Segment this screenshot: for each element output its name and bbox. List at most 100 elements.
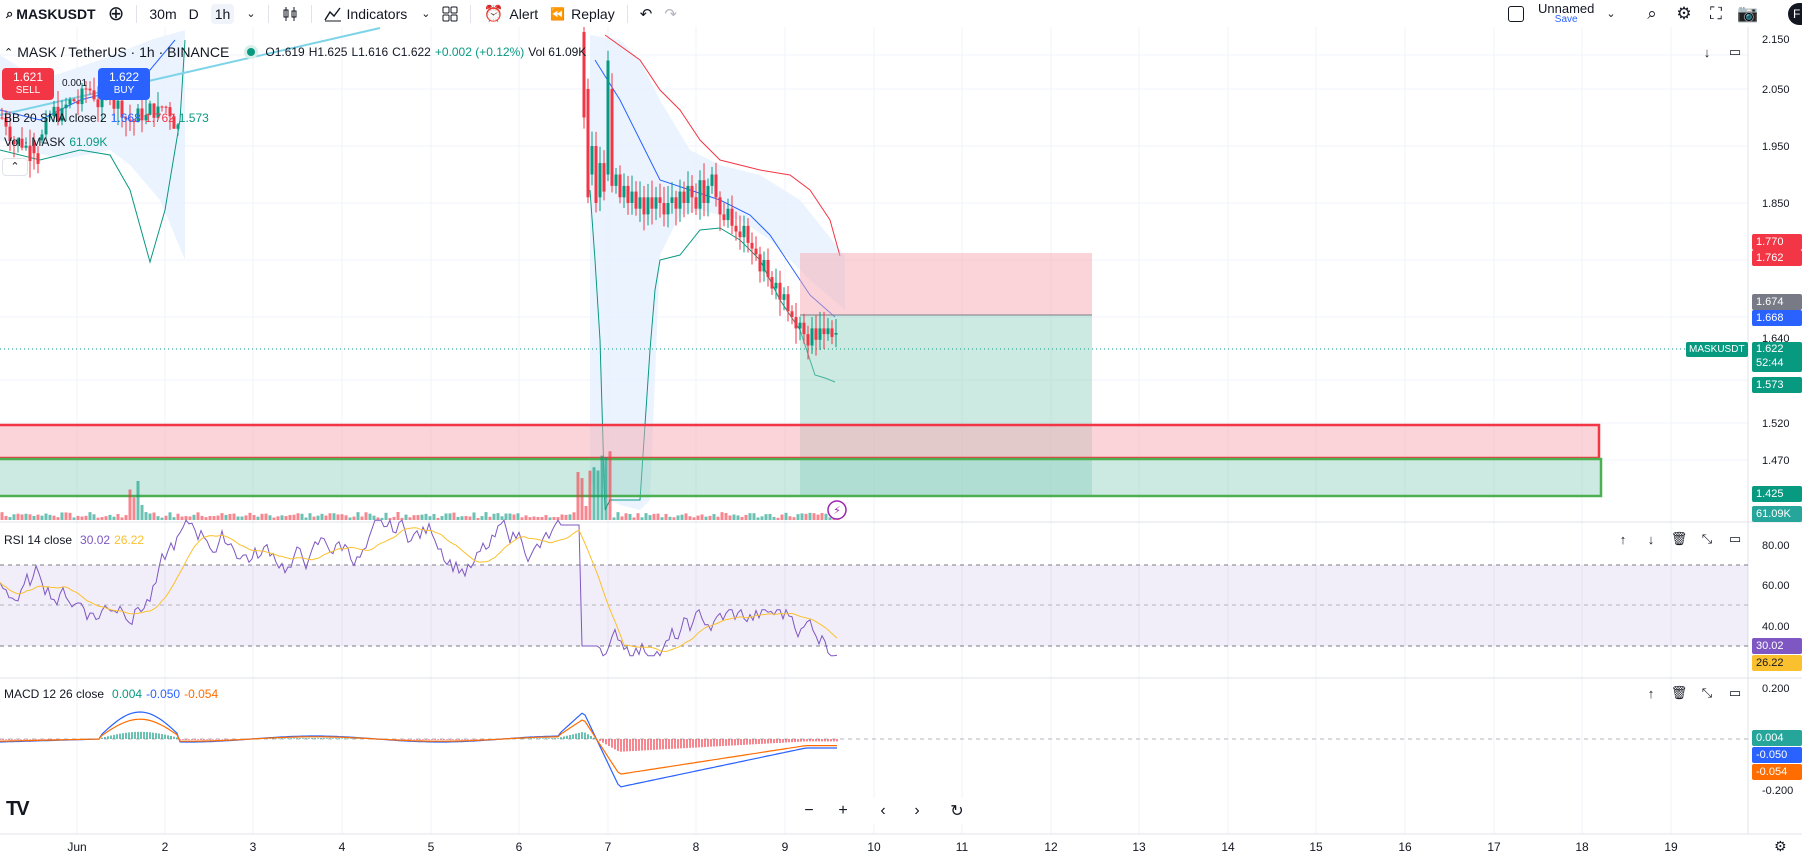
volume-bar	[400, 517, 404, 520]
checkbox-icon[interactable]	[1508, 5, 1524, 22]
time-axis[interactable]: Jun 2 3 4 5 6 7 8 9 10 11 12 13 14 15 16 17 18 19	[67, 840, 1678, 854]
macd-hist-bar	[149, 732, 151, 739]
price-axis[interactable]: 2.150 2.050 1.950 1.850 1.640 1.520 1.47…	[1762, 34, 1790, 467]
rsi-maximize-button[interactable]: ▭	[1724, 529, 1746, 549]
rsi-move-down-button[interactable]: ↓	[1640, 529, 1662, 549]
buy-button[interactable]: 1.622 BUY	[98, 68, 150, 100]
avatar[interactable]: F	[1788, 3, 1802, 25]
volume-legend[interactable]: Vol · MASK 61.09K	[4, 135, 107, 149]
scroll-left-button[interactable]: ‹	[870, 798, 896, 824]
volume-bar	[668, 516, 672, 520]
last-price-tag: 1.622 52:44	[1752, 342, 1802, 372]
rsi-collapse-button[interactable]: ⤡	[1696, 529, 1718, 549]
volume-bar	[724, 513, 728, 520]
resistance-box[interactable]	[0, 423, 1601, 460]
macd-hist-bar	[212, 739, 214, 740]
replay-button[interactable]: ⏪ Replay	[544, 0, 621, 27]
price-tick: 2.050	[1762, 84, 1790, 96]
settings-icon[interactable]: ⚙	[1676, 4, 1692, 23]
symbol-search-button[interactable]: ⌕ MASKUSDT	[0, 0, 102, 27]
timezone-settings-button[interactable]: ⚙	[1774, 838, 1787, 855]
legend-title[interactable]: MASK / TetherUS · 1h · BINANCE	[17, 44, 230, 60]
rsi-legend[interactable]: RSI 14 close 30.02 26.22	[4, 533, 144, 547]
macd-line	[0, 711, 837, 788]
rsi-move-up-button[interactable]: ↑	[1612, 529, 1634, 549]
legend-toggle-button[interactable]: ⌃	[2, 158, 28, 176]
candle-body	[782, 294, 786, 300]
macd-delete-button[interactable]: 🗑	[1668, 683, 1690, 703]
templates-button[interactable]	[436, 0, 464, 27]
indicators-button[interactable]: Indicators ⌄	[318, 0, 437, 27]
macd-hist-bar	[821, 739, 823, 742]
macd-hist-bar	[794, 739, 796, 742]
entry-price-tag: 1.674	[1752, 294, 1802, 310]
timeframe-dropdown[interactable]: ⌄	[240, 0, 261, 27]
market-status-icon	[247, 48, 256, 56]
macd-hist-bar	[827, 739, 829, 742]
chart-canvas[interactable]: ⚡ 2.150 2.050 1.950 1.850 1.640 1.520 1.…	[0, 27, 1802, 861]
macd-hist-bar	[566, 735, 568, 739]
candle-body	[810, 328, 814, 346]
volume-bar	[616, 512, 620, 520]
volume-bar	[756, 517, 760, 520]
macd-hist-bar	[593, 737, 595, 739]
macd-hist-bar	[683, 739, 685, 749]
compare-button[interactable]: ⊕	[102, 0, 131, 27]
scroll-down-button[interactable]: ↓	[1696, 42, 1718, 62]
volume-bar	[548, 517, 552, 520]
macd-collapse-button[interactable]: ⤡	[1696, 683, 1718, 703]
macd-maximize-button[interactable]: ▭	[1724, 683, 1746, 703]
macd-legend[interactable]: MACD 12 26 close 0.004 -0.050 -0.054	[4, 687, 218, 701]
macd-hist-bar	[773, 739, 775, 744]
indicators-icon	[323, 7, 341, 21]
volume-bar	[356, 512, 360, 520]
rsi-value: 30.02	[80, 533, 111, 547]
fullscreen-icon[interactable]: ⛶	[1710, 4, 1722, 23]
bb-legend[interactable]: BB 20 SMA close 2 1.668 1.762 1.573	[4, 111, 209, 125]
volume-bar	[776, 517, 780, 520]
macd-hist-bar	[425, 739, 427, 740]
macd-hist-bar	[800, 739, 802, 742]
quick-search-icon[interactable]: ⌕	[1647, 4, 1657, 23]
macd-axis[interactable]: 0.200 -0.200	[1762, 683, 1793, 797]
rsi-axis[interactable]: 80.00 60.00 40.00	[1762, 540, 1790, 633]
right-toolbar-icons: ⌕ ⚙ ⛶ 📷	[1636, 2, 1764, 26]
volume-bar	[224, 514, 228, 520]
layout-menu[interactable]: Unnamed Save ⌄	[1508, 0, 1616, 27]
tradingview-logo[interactable]: TV	[6, 798, 30, 821]
candle-body	[790, 311, 794, 317]
volume-bar	[104, 516, 108, 520]
volume-bar	[696, 515, 700, 520]
reset-chart-button[interactable]: ↻	[944, 798, 970, 824]
volume-bar	[192, 514, 196, 520]
candle-body	[176, 124, 180, 129]
macd-hist-bar	[791, 739, 793, 743]
zoom-out-button[interactable]: −	[796, 798, 822, 824]
volume-bar	[636, 513, 640, 520]
chart-type-button[interactable]	[275, 0, 305, 27]
timeframe-d[interactable]: D	[183, 0, 205, 27]
undo-button[interactable]: ↶	[634, 0, 659, 27]
timeframe-label: 30m	[149, 5, 177, 22]
event-marker[interactable]	[827, 500, 847, 520]
volume-bar	[176, 513, 180, 520]
redo-button[interactable]: ↷	[658, 0, 683, 27]
macd-hist-bar	[659, 739, 661, 750]
maximize-pane-button[interactable]: ▭	[1724, 42, 1746, 62]
macd-move-up-button[interactable]: ↑	[1640, 683, 1662, 703]
support-box[interactable]	[0, 457, 1603, 498]
sell-button[interactable]: 1.621 SELL	[2, 68, 54, 100]
timeframe-30m[interactable]: 30m	[143, 0, 182, 27]
volume-bar	[48, 514, 52, 520]
macd-hist-bar	[647, 739, 649, 751]
volume-bar	[60, 512, 64, 520]
candle-body	[650, 197, 654, 209]
alert-button[interactable]: ⏰ Alert	[477, 0, 544, 27]
macd-hist-bar	[836, 739, 838, 742]
camera-icon[interactable]: 📷	[1737, 4, 1759, 23]
timeframe-1h[interactable]: 1h	[205, 0, 241, 27]
collapse-icon[interactable]: ⌃	[4, 46, 14, 59]
scroll-right-button[interactable]: ›	[904, 798, 930, 824]
zoom-in-button[interactable]: +	[830, 798, 856, 824]
rsi-delete-button[interactable]: 🗑	[1668, 529, 1690, 549]
